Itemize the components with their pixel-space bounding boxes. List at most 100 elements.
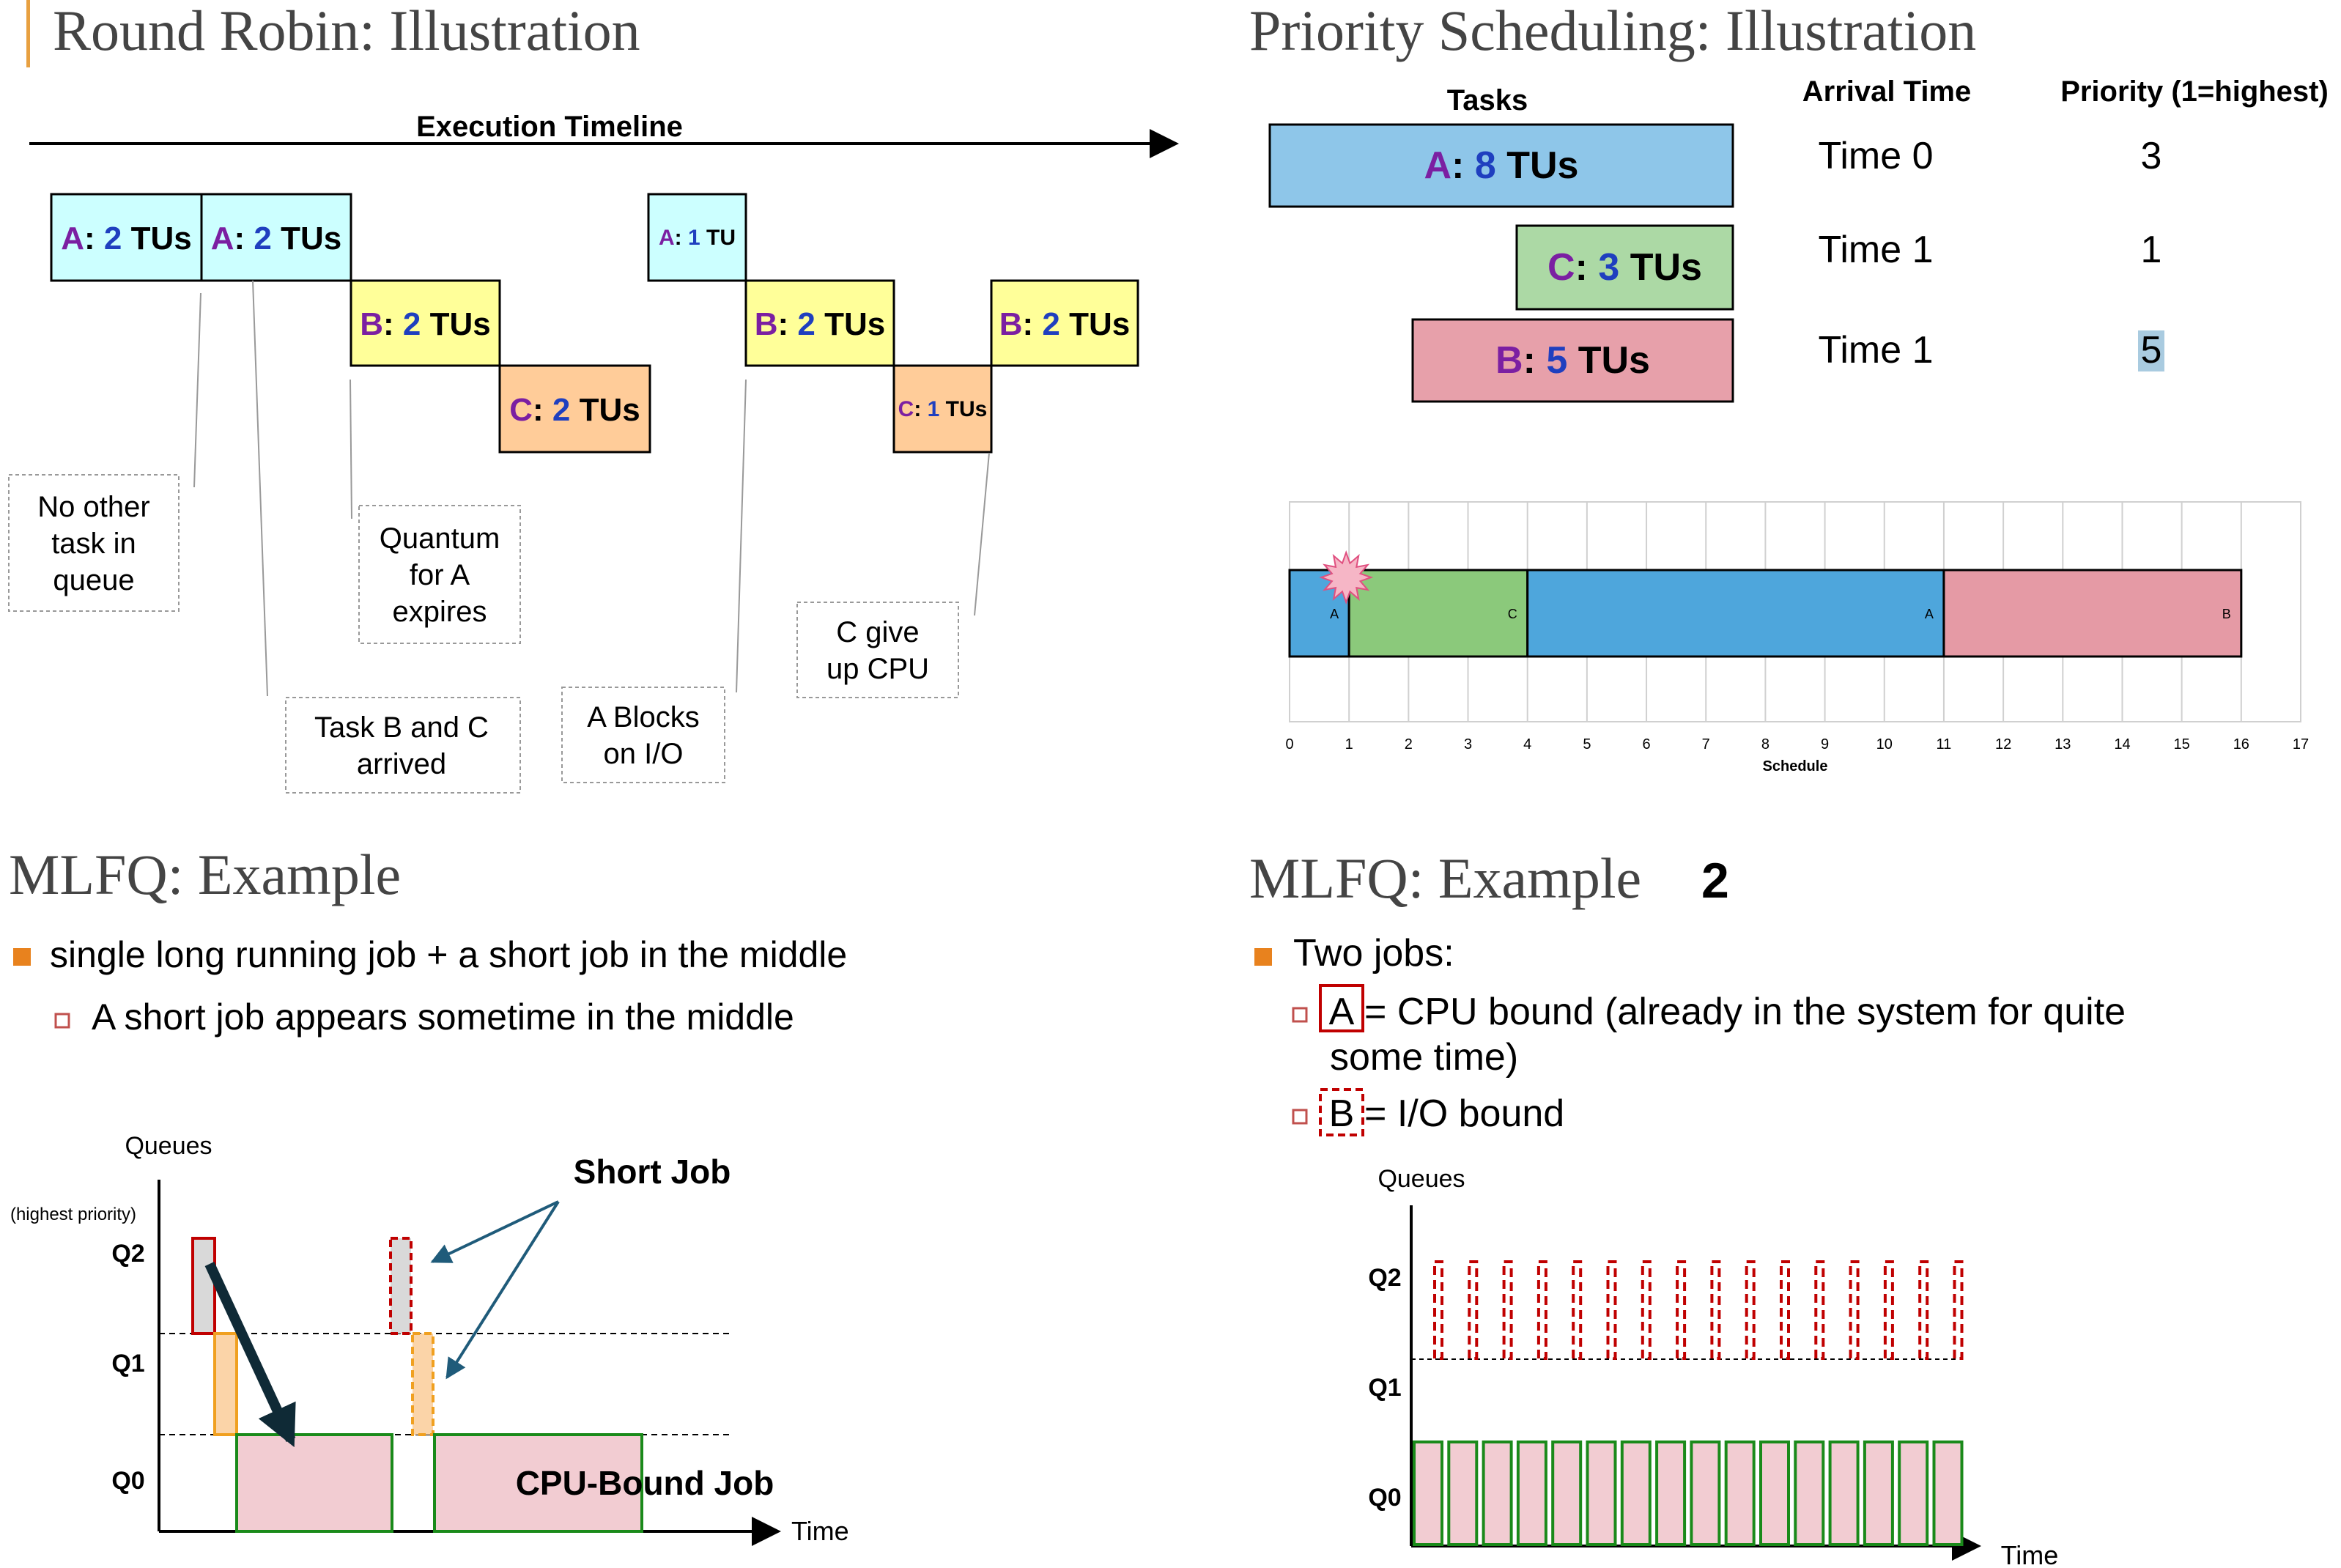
cpu-job-q0-burst (1413, 1441, 1443, 1546)
cpu-job-q0-burst (1898, 1441, 1929, 1546)
rr-note-line: on I/O (604, 738, 684, 770)
rr-notes: No other task in queue Quantum for A expires T… (8, 474, 959, 794)
short-job-q1-burst (411, 1332, 434, 1436)
short-job-arrow-1 (430, 1200, 559, 1263)
cpu-job-q0-burst (1620, 1441, 1652, 1546)
gantt-tick-label: 15 (2174, 736, 2190, 752)
bullet-square-icon (13, 948, 31, 966)
gantt-segment-c (1347, 569, 1529, 658)
rr-note-line: Task B and C (314, 711, 489, 744)
io-job-q2-burst (1953, 1260, 1964, 1360)
gantt-tick-label: 11 (1937, 736, 1952, 752)
rr-note-line: expires (393, 596, 487, 628)
ps-task-label: C: 3 TUs (1547, 246, 1702, 289)
cpu-job-q0-burst (1828, 1441, 1860, 1546)
rr-blocks: A: 2 TUs A: 2 TUs B: 2 TUs C: 2 TUs A: 1 TU B… (50, 193, 1139, 697)
rr-note-line: Quantum (380, 522, 500, 555)
rr-note-line: arrived (357, 748, 446, 780)
mlfq1-panel: MLFQ: Example single long running job + … (9, 843, 849, 1546)
cpu-job-q0-burst (1759, 1441, 1790, 1546)
rr-note-line: up CPU (826, 653, 929, 685)
ps-header-arrival: Arrival Time (1802, 75, 1972, 108)
mlfq2-bursts (1413, 1260, 1964, 1546)
mlfq1-q1-label: Q1 (111, 1350, 144, 1377)
job-b-box (1319, 1088, 1364, 1136)
rr-block-label: A: 1 TU (659, 226, 736, 250)
demotion-arrow (204, 1262, 296, 1448)
ps-task-table: A: 8 TUs Time 0 3 C: 3 TUs Time 1 1 B: 5 TUs Ti… (1268, 123, 2164, 403)
rr-note-line: A Blocks (587, 701, 699, 733)
mlfq2-title: MLFQ: Example (1249, 846, 1641, 910)
job-a-label: A (1329, 991, 1355, 1033)
rr-note-connector (974, 452, 990, 616)
mlfq1-bullet1: single long running job + a short job in… (50, 934, 847, 975)
rr-note-line: queue (53, 564, 134, 596)
short-job-callout: Short Job (574, 1153, 731, 1191)
cpu-bound-job-label: CPU-Bound Job (516, 1464, 774, 1502)
mlfq2-bullet1: Two jobs: (1293, 932, 1454, 975)
cpu-job-q0-burst (1794, 1441, 1825, 1546)
rr-note-connector (350, 379, 352, 519)
mlfq2-q0-label: Q0 (1368, 1484, 1401, 1512)
io-job-q2-burst (1849, 1260, 1860, 1360)
io-job-q2-burst (1883, 1260, 1894, 1360)
gantt-tick-label: 7 (1702, 736, 1710, 752)
gantt-segment-a (1526, 569, 1945, 658)
rr-block-label: B: 2 TUs (755, 306, 886, 342)
ps-task-bar-a (1268, 123, 1734, 208)
gantt-tick-label: 10 (1876, 736, 1893, 752)
mlfq2-q2-label: Q2 (1368, 1264, 1401, 1292)
rr-note-connector (252, 280, 268, 697)
io-job-q2-burst (1710, 1260, 1721, 1360)
cpu-job-q0-burst (1863, 1441, 1894, 1546)
short-job-q2-burst (389, 1237, 413, 1335)
ps-arrival-time: Time 1 (1819, 229, 1934, 271)
gantt-tick-label: 3 (1464, 736, 1472, 752)
io-job-q2-burst (1745, 1260, 1756, 1360)
gantt-tick-label: 0 (1285, 736, 1293, 752)
mlfq2-time-label: Time (2001, 1540, 2059, 1568)
priority-panel: Priority Scheduling: Illustration Tasks … (1249, 0, 2329, 774)
rr-block-c (498, 364, 651, 454)
rr-note-connector (193, 292, 201, 488)
rr-note-box (358, 505, 521, 644)
gantt-tick-label: 9 (1821, 736, 1829, 752)
mlfq1-q0-label: Q0 (111, 1467, 144, 1495)
long-job-q1-burst (213, 1332, 238, 1436)
io-job-q2-burst (1572, 1260, 1583, 1360)
ps-priority-value: 3 (2141, 135, 2162, 177)
ps-task-label: B: 5 TUs (1495, 339, 1650, 382)
gantt-tick-label: 5 (1583, 736, 1591, 752)
mlfq1-q2-label: Q2 (111, 1240, 144, 1268)
gantt-tick-label: 4 (1523, 736, 1531, 752)
ps-task-label: A: 8 TUs (1424, 144, 1579, 187)
gantt-segment-b (1942, 569, 2243, 658)
job-a-text-line2: some time) (1330, 1036, 1518, 1079)
rr-note-box (561, 687, 725, 783)
long-job-q2-burst (191, 1237, 216, 1335)
sub-bullet-icon (1292, 1007, 1308, 1023)
rr-note-box (796, 602, 959, 698)
rr-note-connector (736, 379, 747, 693)
gantt-tick-label: 14 (2114, 736, 2130, 752)
mlfq1-time-label: Time (791, 1516, 849, 1546)
rr-block-b (350, 279, 501, 367)
cpu-job-q0-burst (1655, 1441, 1687, 1546)
preempt-burst-icon (1319, 550, 1374, 604)
rr-block-label: B: 2 TUs (360, 306, 491, 342)
mlfq1-highest-label: (highest priority) (10, 1205, 136, 1224)
io-job-q2-burst (1641, 1260, 1652, 1360)
io-job-q2-burst (1433, 1260, 1443, 1360)
mlfq2-panel: MLFQ: Example 2 Two jobs: A = CPU bound … (1249, 846, 2126, 1568)
short-job-arrow-2 (445, 1200, 560, 1380)
io-job-q2-burst (1918, 1260, 1929, 1360)
gantt-tick-label: 13 (2055, 736, 2071, 752)
io-job-q2-burst (1536, 1260, 1547, 1360)
rr-block-c (892, 364, 993, 454)
rr-timeline-label: Execution Timeline (416, 111, 683, 143)
mlfq1-bullet2: A short job appears sometime in the midd… (92, 996, 794, 1038)
ps-task-bar-c (1515, 224, 1734, 311)
cpu-job-q0-burst (1482, 1441, 1513, 1546)
